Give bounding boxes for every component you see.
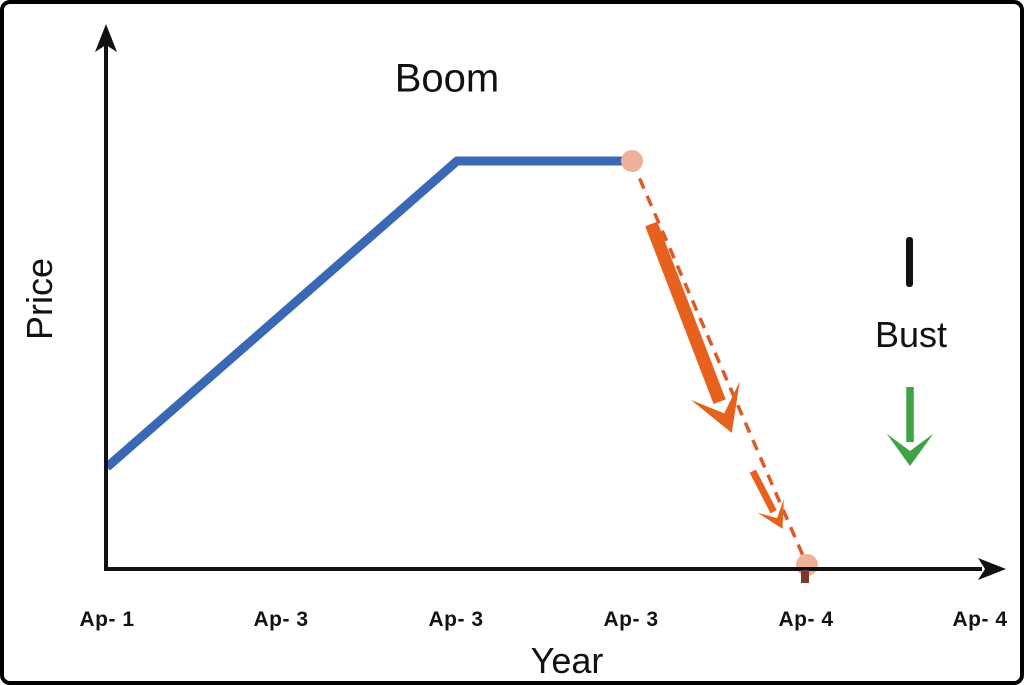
- x-tick-label-6: Ap- 4: [952, 608, 1008, 631]
- bust-arrow-small-head: [757, 498, 784, 529]
- bust-annotation: Bust: [874, 314, 948, 355]
- bust-down-arrow-icon-head: [886, 433, 934, 466]
- x-tick-label-1: Ap- 1: [79, 608, 135, 631]
- y-axis-arrowhead: [95, 24, 117, 52]
- price-marker-1: [621, 150, 643, 172]
- bust-arrow-large-head: [691, 381, 740, 434]
- x-tick-label-2: Ap- 3: [253, 608, 309, 631]
- x-tick-label-3: Ap- 3: [428, 608, 484, 631]
- crash-endpoint-tick: [801, 570, 809, 583]
- y-axis-label: Price: [19, 257, 60, 341]
- bust-dashed-line: [630, 160, 809, 566]
- bust-arrow-large-shaft: [645, 221, 726, 404]
- x-axis-arrowhead: [978, 558, 1006, 580]
- bust-arrow-small-shaft: [749, 469, 777, 514]
- boom-annotation: Boom: [394, 56, 500, 101]
- x-axis-label: Year: [530, 640, 604, 681]
- bust-vertical-bar-icon: [906, 237, 913, 287]
- x-tick-label-4: Ap- 3: [603, 608, 659, 631]
- boom-price-line: [104, 156, 632, 471]
- x-tick-label-5: Ap- 4: [778, 608, 834, 631]
- price-chart-plot: [95, 24, 1006, 583]
